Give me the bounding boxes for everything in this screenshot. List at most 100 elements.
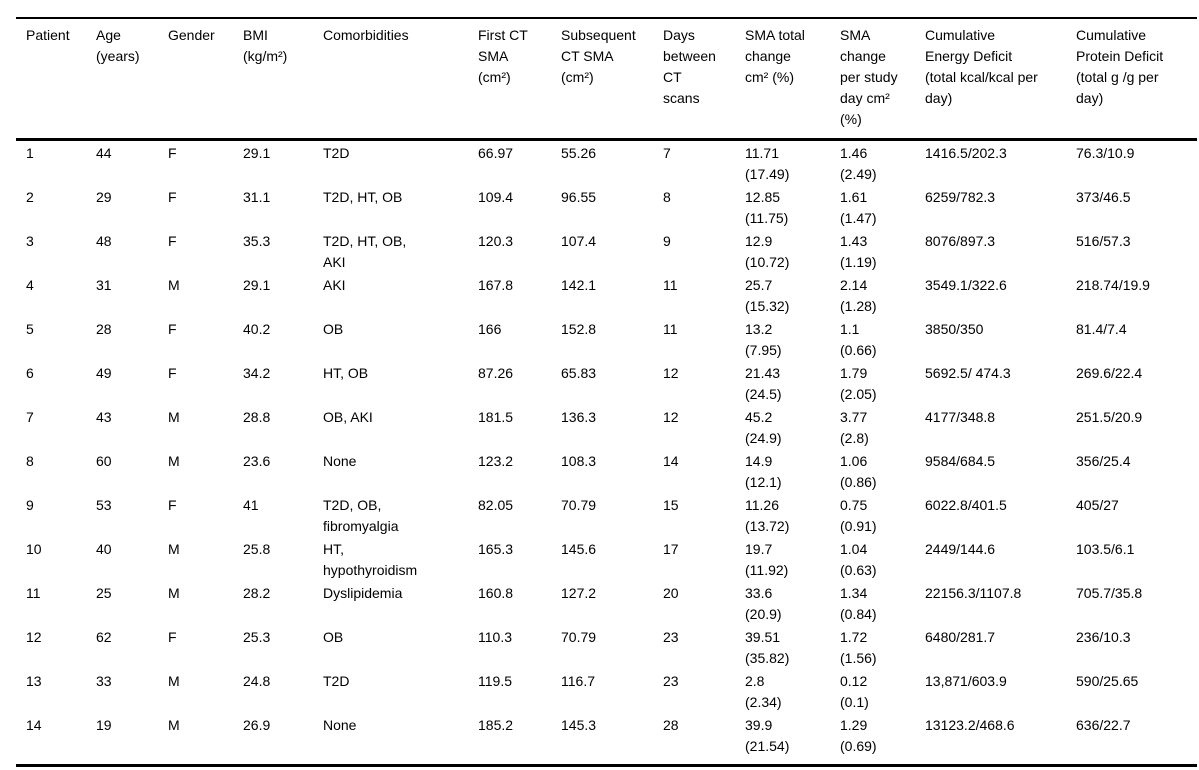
column-header: BMI (kg/m²)	[233, 18, 313, 141]
table-cell: 1.1 (0.66)	[840, 321, 877, 358]
column-header: Age (years)	[86, 18, 158, 141]
table-cell: 40	[96, 541, 112, 557]
table-cell: 24.8	[243, 673, 271, 689]
table-row: 9 53 F 41 T2D, OB, fibromyalgia 82.05 70.79 15 1…	[16, 493, 1197, 537]
table-cell: 25.7 (15.32)	[745, 277, 790, 314]
table-cell: 13	[26, 673, 42, 689]
column-header: Gender	[158, 18, 233, 141]
table-cell: 39.51 (35.82)	[745, 629, 790, 666]
table-cell: 1.46 (2.49)	[840, 145, 877, 182]
table-cell: 5692.5/ 474.3	[925, 365, 1011, 381]
column-header: First CT SMA (cm²)	[468, 18, 551, 141]
table-cell: 48	[96, 233, 112, 249]
table-cell: 19	[96, 717, 112, 733]
table-cell: 127.2	[561, 585, 597, 601]
table-cell: 8	[26, 453, 34, 469]
table-cell: OB, AKI	[323, 409, 373, 425]
table-cell: 13.2 (7.95)	[745, 321, 782, 358]
table-cell: 82.05	[478, 497, 514, 513]
table-cell: F	[168, 497, 177, 513]
table-cell: 17	[663, 541, 679, 557]
table-cell: 3549.1/322.6	[925, 277, 1007, 293]
column-header: Cumulative Energy Deficit (total kcal/kc…	[915, 18, 1066, 141]
table-cell: 160.8	[478, 585, 514, 601]
table-cell: 20	[663, 585, 679, 601]
table-cell: 1.72 (1.56)	[840, 629, 877, 666]
table-header: Patient Age (years) Gender BMI (kg/m²) Comor…	[16, 18, 1197, 141]
table-cell: 269.6/22.4	[1076, 365, 1143, 381]
table-cell: 123.2	[478, 453, 514, 469]
table-row: 4 31 M 29.1 AKI 167.8 142.1 11 25.7 (15.32) 2.14 …	[16, 273, 1197, 317]
table-cell: 6480/281.7	[925, 629, 996, 645]
column-header: SMA total change cm² (%)	[735, 18, 830, 141]
table-cell: 70.79	[561, 629, 597, 645]
table-cell: 103.5/6.1	[1076, 541, 1135, 557]
table-cell: T2D	[323, 145, 350, 161]
table-cell: 110.3	[478, 629, 512, 645]
table-cell: 2.14 (1.28)	[840, 277, 877, 314]
table-cell: 12.9 (10.72)	[745, 233, 790, 270]
table-cell: 13123.2/468.6	[925, 717, 1015, 733]
table-cell: 31	[96, 277, 112, 293]
table-cell: 44	[96, 145, 112, 161]
table-cell: 26.9	[243, 717, 271, 733]
table-cell: 87.26	[478, 365, 514, 381]
table-cell: 107.4	[561, 233, 597, 249]
table-cell: 23	[663, 673, 679, 689]
table-cell: 28.8	[243, 409, 271, 425]
table-cell: 10	[26, 541, 42, 557]
table-cell: 166	[478, 321, 502, 337]
table-cell: M	[168, 453, 180, 469]
table-cell: 40.2	[243, 321, 271, 337]
table-cell: 236/10.3	[1076, 629, 1131, 645]
table-cell: 1.43 (1.19)	[840, 233, 877, 270]
table-row: 14 19 M 26.9 None 185.2 145.3 28 39.9 (21.54) 1.2…	[16, 713, 1197, 766]
table-cell: 373/46.5	[1076, 189, 1131, 205]
table-cell: 25	[96, 585, 112, 601]
table-cell: T2D	[323, 673, 350, 689]
table-cell: 218.74/19.9	[1076, 277, 1150, 293]
table-cell: 4177/348.8	[925, 409, 996, 425]
table-cell: 25.8	[243, 541, 271, 557]
table-cell: 2449/144.6	[925, 541, 996, 557]
table-cell: F	[168, 365, 177, 381]
table-cell: 9584/684.5	[925, 453, 996, 469]
table-cell: 70.79	[561, 497, 597, 513]
table-header-row: Patient Age (years) Gender BMI (kg/m²) Comor…	[16, 18, 1197, 141]
column-header: Patient	[16, 18, 86, 141]
table-cell: M	[168, 717, 180, 733]
table-cell: 1.29 (0.69)	[840, 717, 877, 754]
table-row: 11 25 M 28.2 Dyslipidemia 160.8 127.2 20 33.6 (2…	[16, 581, 1197, 625]
table-cell: HT, OB	[323, 365, 369, 381]
column-header: Days between CT scans	[653, 18, 735, 141]
table-cell: AKI	[323, 277, 346, 293]
table-cell: 28	[96, 321, 112, 337]
table-body: 1 44 F 29.1 T2D 66.97 55.26 7 11.71 (17.49) 1.46 …	[16, 140, 1197, 766]
table-cell: 9	[26, 497, 34, 513]
table-cell: 19.7 (11.92)	[745, 541, 789, 578]
table-cell: Dyslipidemia	[323, 585, 403, 601]
table-cell: 13,871/603.9	[925, 673, 1007, 689]
table-cell: 11	[663, 277, 678, 293]
table-cell: 15	[663, 497, 679, 513]
table-cell: 62	[96, 629, 112, 645]
table-cell: 165.3	[478, 541, 514, 557]
table-row: 7 43 M 28.8 OB, AKI 181.5 136.3 12 45.2 (24.9) 3.…	[16, 405, 1197, 449]
table-cell: 12	[663, 365, 679, 381]
table-cell: 39.9 (21.54)	[745, 717, 790, 754]
table-row: 8 60 M 23.6 None 123.2 108.3 14 14.9 (12.1) 1.06 …	[16, 449, 1197, 493]
table-row: 13 33 M 24.8 T2D 119.5 116.7 23 2.8 (2.34) 0.12 (…	[16, 669, 1197, 713]
table-cell: 11	[26, 585, 41, 601]
table-cell: 12.85 (11.75)	[745, 189, 789, 226]
table-cell: 33.6 (20.9)	[745, 585, 782, 622]
table-cell: 636/22.7	[1076, 717, 1131, 733]
table-cell: F	[168, 233, 177, 249]
table-cell: 29.1	[243, 277, 271, 293]
table-cell: 28	[663, 717, 679, 733]
table-cell: 405/27	[1076, 497, 1119, 513]
table-cell: 356/25.4	[1076, 453, 1131, 469]
table-cell: 14	[26, 717, 42, 733]
table-cell: 8	[663, 189, 671, 205]
table-cell: 33	[96, 673, 112, 689]
